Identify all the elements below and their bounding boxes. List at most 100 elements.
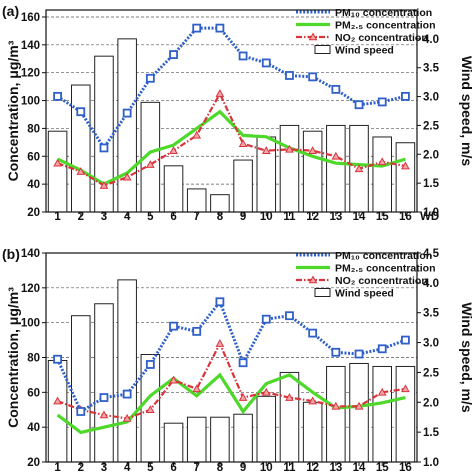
x-tick-label: 7 [194, 462, 200, 474]
chart-panel-b: 20 40 60 80 100 120 140 1.0 1.5 2.0 2.5 3.0 3.5 4.0 4.… [2, 246, 474, 474]
wind-speed-bar [71, 84, 91, 213]
x-tick-label: 6 [170, 211, 176, 223]
legend-marker-no2 [308, 32, 318, 41]
x-tick-label: 2 [78, 462, 84, 474]
no2-point [401, 384, 410, 393]
x-tick-label: 16 [399, 462, 412, 474]
pm10-point [401, 91, 410, 101]
no2-point [331, 151, 341, 160]
y-axis-title: Concentration, μg/m³ [5, 287, 21, 428]
wind-speed-bar [233, 413, 253, 463]
no2-point [192, 384, 202, 393]
legend-swatch-wind [314, 45, 331, 54]
wind-speed-bar [395, 142, 416, 213]
y2-axis-title: Wind speed, m/s [459, 56, 474, 167]
wind-speed-bar [326, 124, 346, 213]
y-tick-label: 100 [21, 318, 40, 330]
panel-label: (b) [2, 246, 20, 262]
y2-tick-label: 1.0 [423, 457, 439, 469]
chart-panel-a: 20 40 60 80 100 120 140 160 1.0 1.5 2.0 2.5 3.0 3.5 4.… [2, 3, 474, 223]
no2-point [401, 161, 410, 170]
y-tick-label: 140 [21, 248, 40, 260]
wind-speed-bar [94, 303, 114, 463]
panel-label: (a) [2, 3, 19, 19]
no2-point [354, 164, 364, 173]
y2-tick-label: 2.0 [423, 397, 439, 409]
no2-point [53, 396, 62, 405]
pm10-point [238, 51, 248, 61]
y2-tick-label: 2.5 [423, 367, 440, 379]
no2-point [308, 146, 318, 155]
y2-tick-label: 4.0 [423, 34, 439, 46]
pm10-point [76, 107, 86, 117]
y2-tick-label: 3.5 [423, 63, 440, 75]
no2-point [145, 405, 155, 414]
no2-point [331, 401, 341, 410]
x-tick-label: 12 [306, 462, 319, 474]
pm10-point [53, 354, 62, 364]
no2-point [122, 413, 132, 422]
x-tick-label: 4 [124, 462, 131, 474]
x-tick-label: 9 [240, 211, 246, 223]
y-tick-label: 40 [27, 422, 40, 434]
y-tick-label: 120 [21, 68, 40, 80]
wind-speed-bar [302, 130, 323, 213]
wind-speed-bar [210, 194, 230, 213]
pm10-point [145, 360, 155, 369]
y2-tick-label: 4.5 [423, 248, 440, 260]
pm10-point [331, 347, 341, 357]
y2-axis-title: Wind speed, m/s [459, 302, 474, 413]
pm10-point [192, 326, 202, 336]
y-tick-label: 40 [27, 179, 40, 191]
x-tick-label: 3 [101, 462, 107, 474]
pm10-point [169, 50, 178, 59]
pm25-line [56, 372, 406, 435]
legend-label: PM₂.₅ concentration [335, 20, 436, 32]
wind-speed-bar [326, 365, 346, 463]
no2-point [261, 146, 271, 155]
x-tick-label: 13 [329, 211, 342, 223]
pm10-point [169, 321, 178, 331]
y-tick-label: 140 [21, 40, 40, 52]
pm10-line [56, 26, 406, 151]
no2-point [308, 396, 318, 405]
wind-speed-bar [349, 362, 369, 463]
x-tick-label: 12 [306, 211, 319, 223]
y2-tick-label: 2.0 [423, 149, 439, 161]
wind-speed-bar [256, 395, 277, 463]
no2-point [215, 339, 225, 347]
legend-label: PM₂.₅ concentration [335, 263, 436, 275]
no2-point [99, 181, 109, 189]
pm10-point [53, 91, 62, 101]
x-tick-label: 15 [376, 211, 389, 223]
legend-label: PM₁₀ concentration [335, 250, 432, 262]
pm10-point [308, 328, 318, 338]
x-tick-label: 6 [170, 462, 176, 474]
no2-point [53, 158, 62, 167]
no2-point [169, 146, 178, 155]
no2-point [215, 89, 225, 97]
x-tick-label: 16 [399, 211, 412, 223]
legend-label: NO₂ concentration [335, 275, 428, 287]
no2-point [99, 410, 109, 419]
x-tick-label: 15 [376, 462, 389, 474]
no2-point [76, 167, 86, 175]
no2-line [57, 341, 406, 420]
no2-point [238, 393, 248, 401]
x-tick-label: 5 [147, 211, 154, 223]
y2-tick-label: 1.0 [423, 207, 439, 219]
pm10-point [192, 23, 202, 33]
legend-label: Wind speed [335, 288, 394, 300]
x-tick-label: 14 [353, 211, 366, 223]
pm10-point [377, 97, 387, 107]
pm10-point [261, 314, 271, 324]
pm10-point [308, 72, 318, 82]
y-tick-label: 80 [27, 353, 40, 365]
x-tick-label: 1 [54, 211, 61, 223]
wind-speed-bar [186, 416, 207, 463]
wind-speed-bar [372, 136, 392, 213]
wind-speed-bar [395, 365, 416, 463]
y-tick-label: 20 [27, 457, 40, 469]
x-tick-label: 9 [240, 462, 246, 474]
